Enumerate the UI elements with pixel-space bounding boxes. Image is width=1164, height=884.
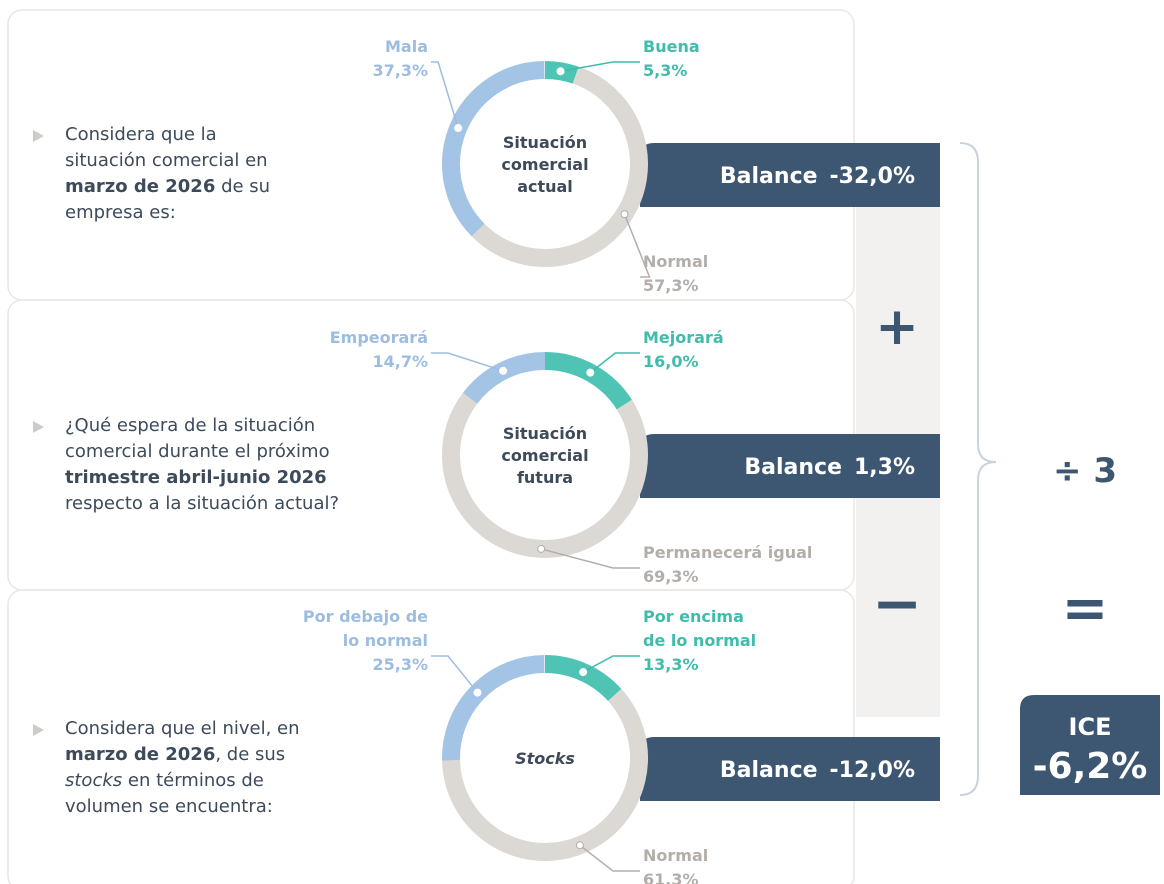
value-label: 57,3% [643, 276, 699, 295]
donut-title: Situación comercial actual [501, 133, 588, 196]
balance-label: Balance [720, 758, 818, 783]
value-label: 61,3% [643, 870, 699, 884]
question-text: stocks [65, 770, 123, 791]
donut-slice [462, 352, 546, 404]
leader-line [623, 213, 651, 278]
leader-line [560, 61, 640, 73]
balance-value: -32,0% [830, 164, 915, 189]
balance-label: Balance [720, 164, 818, 189]
leader-line [582, 655, 640, 673]
category-label: Normal [643, 846, 708, 865]
balance: Balance 1,3% [744, 455, 915, 480]
value-label: 37,3% [372, 61, 428, 80]
operator: = [1062, 576, 1109, 641]
question: ¿Qué espera de la situación comercial du… [65, 413, 375, 517]
balance: Balance -12,0% [720, 758, 915, 783]
leader-dot [454, 124, 463, 133]
leader-dot [579, 668, 588, 677]
question-text: Considera que el nivel, en [65, 718, 300, 739]
donut-slice [442, 655, 545, 761]
ice-label: ICE [1069, 713, 1112, 741]
leader-line [431, 61, 459, 129]
balance-box [640, 737, 940, 801]
operator: + [875, 297, 919, 357]
question-text: de su empresa es: [65, 176, 271, 223]
question-text: marzo de 2026 [65, 176, 216, 197]
question-text: ¿Qué espera de la situación comercial du… [65, 415, 330, 462]
leader-dot [620, 210, 629, 219]
question: Considera que la situación comercial en … [65, 122, 375, 226]
category-label: Mejorará [643, 328, 724, 347]
leader-line [589, 352, 640, 374]
leader-line [431, 352, 504, 372]
balance-value: 1,3% [854, 455, 915, 480]
leader-dot [586, 368, 595, 377]
donut-slice [544, 352, 632, 410]
balance-value: -12,0% [830, 758, 915, 783]
category-label: Por debajo de lo normal [303, 607, 428, 650]
category-label: Permanecerá igual [643, 543, 812, 562]
leader-line [540, 548, 640, 569]
value-label: 13,3% [643, 655, 699, 674]
balance: Balance -32,0% [720, 164, 915, 189]
question-text: en términos de volumen se encuentra: [65, 770, 273, 817]
value-label: 16,0% [643, 352, 699, 371]
leader-line [431, 655, 479, 694]
value-label: 25,3% [372, 655, 428, 674]
donut-title: Stocks [515, 749, 575, 768]
category-label: Normal [643, 252, 708, 271]
question-marker [33, 130, 44, 142]
question-text: marzo de 2026 [65, 744, 216, 765]
value-label: 14,7% [372, 352, 428, 371]
donut-title: Situación comercial futura [501, 424, 588, 487]
question-text: respecto a la situación actual? [65, 493, 340, 514]
category-label: Buena [643, 37, 700, 56]
value-label: 69,3% [643, 567, 699, 586]
leader-dot [473, 688, 482, 697]
leader-line [579, 844, 640, 872]
category-label: Mala [385, 37, 428, 56]
donut-slice [544, 655, 622, 702]
value-label: 5,3% [643, 61, 687, 80]
leader-dot [556, 67, 565, 76]
donut-slice [442, 688, 648, 861]
balance-label: Balance [744, 455, 842, 480]
operator: ÷ 3 [1053, 451, 1117, 491]
balance-box [640, 434, 940, 498]
ice-box [1020, 695, 1160, 795]
question-marker [33, 421, 44, 433]
balance-box [640, 143, 940, 207]
ice-value: -6,2% [1033, 746, 1148, 787]
leader-dot [499, 366, 508, 375]
leader-dot [575, 841, 584, 850]
leader-dot [537, 544, 546, 553]
question-marker [33, 724, 44, 736]
question-text: , de sus [215, 744, 286, 765]
category-label: Por encima de lo normal [643, 607, 756, 650]
operator: − [872, 569, 922, 639]
question-text: Considera que la situación comercial en [65, 124, 268, 171]
category-label: Empeorará [330, 328, 428, 347]
question: Considera que el nivel, en marzo de 2026… [65, 716, 375, 820]
question-text: trimestre abril-junio 2026 [65, 467, 327, 488]
bracket [959, 142, 997, 796]
